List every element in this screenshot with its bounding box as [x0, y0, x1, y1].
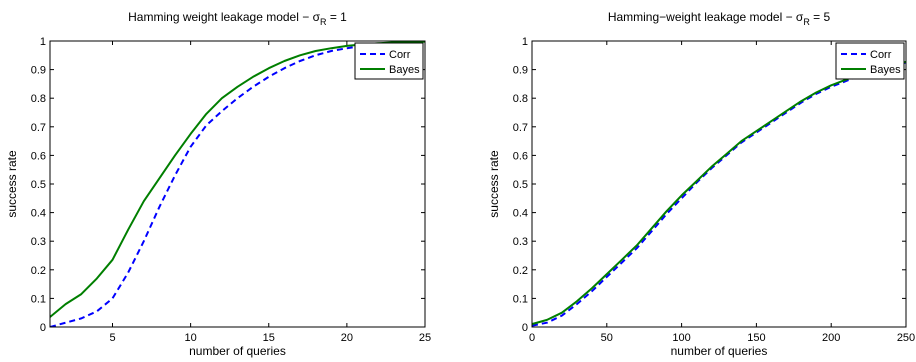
x-tick-label: 15 [263, 332, 275, 344]
legend-box [354, 42, 424, 80]
legend-label-bayes: Bayes [389, 64, 420, 76]
y-tick-label: 0.6 [513, 150, 528, 162]
x-tick-label: 250 [897, 332, 915, 344]
y-tick-label: 0.2 [31, 265, 46, 277]
chart-title-tail: = 1 [326, 10, 347, 24]
y-tick-label: 0 [522, 322, 528, 334]
series-line-corr [532, 61, 906, 327]
y-tick-label: 0.8 [31, 93, 46, 105]
x-tick-label: 50 [601, 332, 613, 344]
chart-title-subscript: R [803, 17, 810, 27]
chart-title-main: Hamming weight leakage model − σ [128, 10, 320, 24]
y-tick-label: 0.1 [513, 293, 528, 305]
chart-title-subscript: R [320, 17, 327, 27]
legend-label-corr: Corr [870, 49, 892, 61]
y-tick-label: 0.7 [31, 122, 46, 134]
x-tick-label: 150 [747, 332, 765, 344]
chart-sigma-1: 5 10 15 20 25 0 0.1 0.2 0.3 0.4 0.5 0.6 0.7 0.8 0.9 1 Ha… [5, 10, 431, 358]
y-tick-label: 0.9 [31, 65, 46, 77]
chart-sigma-5: 0 50 100 150 200 250 0 0.1 0.2 0.3 0.4 0.5 0.6 0.7 0.8… [487, 10, 915, 358]
y-tick-label: 0.7 [513, 122, 528, 134]
legend: Corr Bayes [835, 42, 905, 80]
y-axis-label: success rate [487, 150, 501, 218]
x-tick-label: 5 [109, 332, 115, 344]
x-tick-label: 25 [419, 332, 431, 344]
y-tick-label: 0 [40, 322, 46, 334]
y-tick-label: 0.1 [31, 293, 46, 305]
x-tick-label: 10 [185, 332, 197, 344]
y-tick-label: 0.5 [513, 179, 528, 191]
x-tick-label: 20 [341, 332, 353, 344]
x-axis-label: number of queries [671, 344, 768, 358]
x-tick-label: 200 [822, 332, 840, 344]
x-axis-label: number of queries [189, 344, 286, 358]
y-tick-label: 1 [40, 36, 46, 48]
legend-box [835, 42, 905, 80]
y-tick-label: 0.2 [513, 265, 528, 277]
y-tick-label: 0.4 [31, 208, 46, 220]
y-tick-label: 0.3 [31, 236, 46, 248]
legend: Corr Bayes [354, 42, 424, 80]
y-tick-label: 1 [522, 36, 528, 48]
legend-label-corr: Corr [389, 49, 411, 61]
y-tick-label: 0.8 [513, 93, 528, 105]
x-tick-label: 100 [672, 332, 690, 344]
series-line-bayes [532, 60, 906, 326]
chart-title-main: Hamming−weight leakage model − σ [608, 10, 804, 24]
legend-label-bayes: Bayes [870, 64, 901, 76]
y-tick-label: 0.4 [513, 208, 528, 220]
y-tick-label: 0.5 [31, 179, 46, 191]
x-tick-label: 0 [529, 332, 535, 344]
series-lines [532, 60, 906, 327]
y-tick-label: 0.3 [513, 236, 528, 248]
y-axis-label: success rate [5, 150, 19, 218]
chart-title-tail: = 5 [810, 10, 831, 24]
y-tick-label: 0.6 [31, 150, 46, 162]
chart-title: Hamming−weight leakage model − σR = 5 [608, 10, 831, 27]
chart-title: Hamming weight leakage model − σR = 1 [128, 10, 347, 27]
y-tick-label: 0.9 [513, 65, 528, 77]
